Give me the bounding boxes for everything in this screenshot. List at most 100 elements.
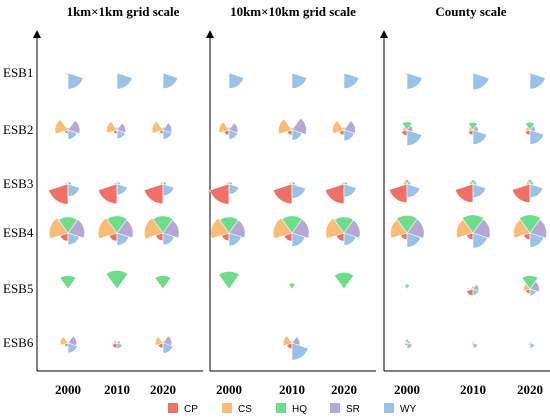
panel-2-title: 10km×10km grid scale	[230, 4, 356, 19]
wedge-sr	[116, 219, 134, 239]
legend-swatch-cp	[168, 403, 178, 413]
wedge-wy	[472, 288, 480, 296]
rose-esb3-panel-2-2000	[209, 181, 240, 205]
rose-esb1-panel-1-2000	[65, 71, 84, 90]
rose-esb2-panel-2-2010	[278, 117, 307, 141]
wedge-cs	[114, 181, 118, 186]
wedge-hq	[401, 121, 413, 131]
rose-esb3-panel-1-2010	[97, 181, 128, 205]
wedge-wy	[228, 342, 231, 345]
wedge-cs	[113, 340, 118, 345]
panel-2-year-label-2000: 2000	[216, 382, 242, 397]
rose-esb5-panel-1-2010	[105, 270, 129, 290]
rose-esb1-panel-1-2010	[115, 72, 133, 90]
wedge-cs	[106, 121, 118, 134]
wedge-wy	[291, 183, 306, 199]
legend-label-wy: WY	[400, 404, 416, 415]
wedge-cs	[210, 217, 230, 239]
wedge-wy	[291, 72, 308, 89]
wedge-wy	[228, 72, 245, 89]
rose-esb6-panel-2-2000	[227, 341, 231, 345]
wedge-wy	[529, 288, 537, 297]
wedge-wy	[162, 232, 175, 246]
roses-layer	[48, 71, 547, 361]
wedge-wy	[529, 129, 545, 145]
wedge-cs	[289, 181, 293, 186]
rose-esb5-panel-2-2010	[288, 282, 296, 290]
wedge-sr	[472, 218, 491, 239]
legend-swatch-hq	[276, 403, 286, 413]
panel-3-title: County scale	[435, 4, 506, 19]
rose-esb1-panel-3-2020	[527, 71, 546, 90]
wedge-cp	[466, 288, 474, 297]
rose-esb6-panel-3-2020	[527, 340, 536, 349]
labels-layer: 1km×1km grid scale 2000 2010 2020 10km×10km …	[3, 4, 543, 397]
wedge-wy	[529, 232, 544, 248]
wedge-wy	[343, 342, 346, 345]
wedge-wy	[406, 129, 423, 146]
wedge-wy	[67, 232, 80, 246]
row-label-esb4: ESB4	[3, 225, 34, 240]
rose-esb2-panel-1-2000	[54, 119, 81, 140]
wedge-wy	[406, 183, 421, 198]
wedge-wy	[472, 183, 487, 198]
wedge-sr	[291, 218, 310, 239]
wedge-hq	[152, 215, 174, 234]
wedge-sr	[67, 219, 85, 239]
wedge-wy	[291, 129, 303, 141]
panel-3-year-label-2000: 2000	[394, 382, 420, 397]
rose-esb4-panel-1-2000	[49, 216, 85, 246]
wedge-cs	[282, 335, 293, 347]
wedge-wy	[529, 342, 536, 349]
wedge-cs	[98, 217, 118, 240]
wedge-sr	[343, 120, 356, 134]
panel-1-year-label-2010: 2010	[104, 382, 130, 397]
wedge-wy	[472, 232, 488, 249]
wedge-cp	[143, 183, 164, 205]
wedge-wy	[116, 342, 123, 350]
rose-esb2-panel-1-2020	[151, 120, 173, 140]
rose-esb3-panel-3-2010	[454, 179, 487, 204]
wedge-hq	[59, 275, 77, 290]
wedge-cs	[218, 121, 230, 134]
rose-esb4-panel-1-2020	[144, 215, 180, 246]
rose-esb3-panel-1-2000	[48, 181, 81, 205]
wedge-wy	[406, 72, 423, 90]
wedge-sr	[406, 218, 425, 239]
row-label-esb2: ESB2	[3, 122, 33, 137]
rose-esb6-panel-2-2020	[342, 341, 346, 345]
rose-esb4-panel-2-2010	[273, 215, 310, 247]
rose-esb1-panel-3-2010	[470, 71, 490, 91]
wedge-wy	[291, 342, 309, 361]
panel-3-year-label-2020: 2020	[517, 382, 543, 397]
wedge-cs	[54, 119, 69, 135]
wedge-hq	[403, 284, 411, 290]
rose-esb1-panel-2-2000	[227, 71, 245, 89]
wedge-cs	[226, 181, 230, 186]
wedge-sr	[291, 117, 307, 135]
panel-2-year-label-2010: 2010	[279, 382, 305, 397]
rose-esb1-panel-1-2020	[161, 71, 179, 89]
rose-esb5-panel-3-2000	[403, 284, 411, 291]
wedge-cs	[278, 118, 293, 135]
wedge-sr	[67, 119, 81, 135]
wedge-cs	[151, 120, 164, 134]
legend-swatch-wy	[384, 403, 394, 413]
rose-esb3-panel-3-2000	[388, 179, 421, 204]
rose-esb3-panel-3-2020	[511, 179, 544, 204]
wedge-hq	[105, 270, 129, 290]
rose-esb3-panel-2-2020	[324, 181, 357, 205]
wedge-cp	[454, 183, 474, 204]
wedge-hq	[396, 215, 418, 234]
wedge-cs	[49, 217, 69, 240]
panel-3-year-label-2010: 2010	[460, 382, 486, 397]
legend-label-hq: HQ	[292, 404, 307, 415]
wedge-wy	[343, 183, 357, 198]
panel-1-year-label-2000: 2000	[55, 382, 81, 397]
wedge-wy	[116, 129, 126, 140]
legend-swatch-sr	[330, 403, 340, 413]
wedge-wy	[116, 72, 133, 90]
rose-esb1-panel-2-2010	[290, 71, 308, 89]
wedge-cp	[324, 183, 345, 205]
